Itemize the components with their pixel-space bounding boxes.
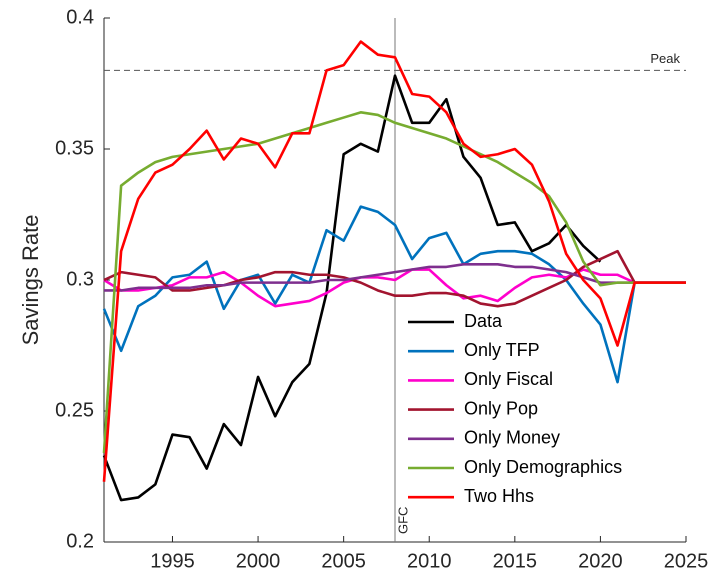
x-tick-label: 2005 (321, 550, 366, 572)
x-tick-label: 1995 (150, 550, 195, 572)
series-line (102, 74, 602, 502)
legend-label: Only Pop (464, 398, 538, 418)
x-tick-label: 2000 (236, 550, 281, 572)
series-line (102, 111, 686, 454)
legend-label: Only TFP (464, 340, 540, 360)
y-axis-label: Savings Rate (18, 215, 43, 346)
y-tick-label: 0.4 (66, 6, 94, 28)
y-tick-label: 0.25 (55, 399, 94, 421)
legend-label: Data (464, 311, 503, 331)
legend-label: Only Fiscal (464, 369, 553, 389)
legend-label: Only Money (464, 428, 560, 448)
x-tick-label: 2010 (407, 550, 452, 572)
x-tick-label: 2020 (578, 550, 623, 572)
y-tick-label: 0.35 (55, 137, 94, 159)
x-tick-label: 2025 (664, 550, 709, 572)
series-line (102, 40, 686, 482)
y-tick-label: 0.3 (66, 268, 94, 290)
legend-label: Only Demographics (464, 457, 622, 477)
series-line (103, 249, 686, 308)
peak-label: Peak (650, 51, 680, 66)
x-tick-label: 2015 (493, 550, 538, 572)
legend-label: Two Hhs (464, 486, 534, 506)
y-tick-label: 0.2 (66, 530, 94, 552)
series-line (102, 205, 686, 384)
gfc-label: GFC (395, 507, 410, 534)
series-line (104, 262, 686, 292)
